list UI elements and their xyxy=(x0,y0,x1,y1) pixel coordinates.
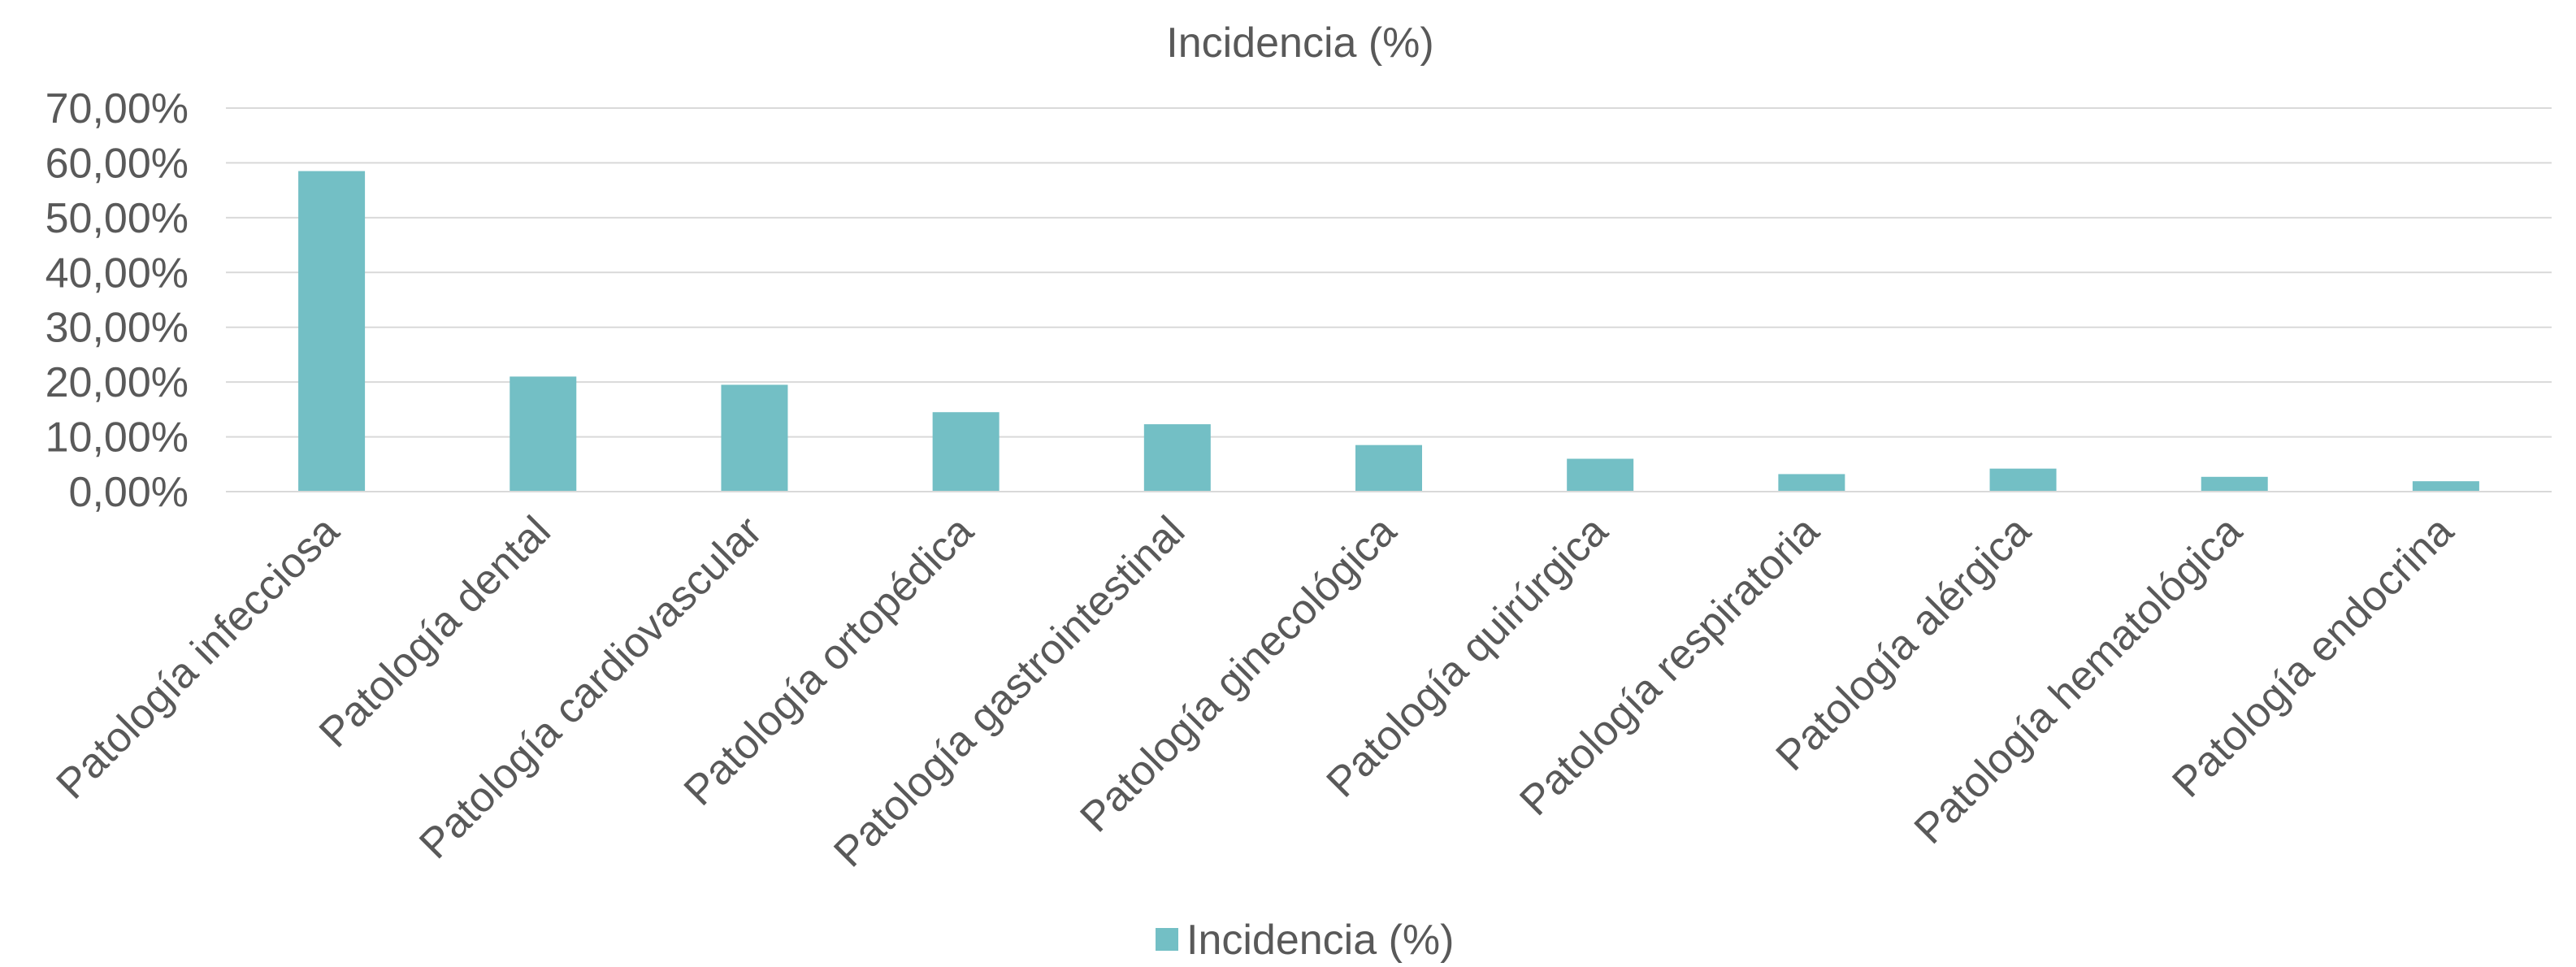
bars xyxy=(298,171,2479,492)
y-tick-label: 70,00% xyxy=(46,85,189,132)
x-category-label: Patología infecciosa xyxy=(47,507,348,808)
bar xyxy=(1567,458,1634,492)
y-tick-label: 30,00% xyxy=(46,305,189,352)
y-axis-tick-labels: 0,00% 10,00% 20,00% 30,00% 40,00% 50,00% 60,00… xyxy=(46,85,189,516)
y-tick-label: 0,00% xyxy=(69,469,189,516)
bar xyxy=(2201,476,2268,492)
y-tick-label: 40,00% xyxy=(46,249,189,297)
y-tick-label: 20,00% xyxy=(46,359,189,406)
bar xyxy=(510,376,577,492)
x-category-label: Patología dental xyxy=(310,507,560,757)
y-tick-label: 50,00% xyxy=(46,195,189,242)
bar xyxy=(1143,424,1211,492)
y-tick-label: 60,00% xyxy=(46,140,189,187)
x-category-label: Patología gastrointestinal xyxy=(825,507,1194,876)
bar xyxy=(932,412,1000,492)
bar xyxy=(2412,481,2479,492)
y-tick-label: 10,00% xyxy=(46,414,189,462)
chart-title: Incidencia (%) xyxy=(1166,20,1433,67)
gridlines xyxy=(226,107,2552,438)
bar xyxy=(1989,468,2057,492)
legend: Incidencia (%) xyxy=(1156,917,1454,964)
legend-label: Incidencia (%) xyxy=(1186,917,1454,964)
bar xyxy=(1355,444,1422,492)
bar xyxy=(298,171,366,492)
x-category-label: Patología cardiovascular xyxy=(410,507,771,868)
bar xyxy=(721,384,788,492)
legend-swatch xyxy=(1156,928,1178,951)
bar xyxy=(1778,474,1845,492)
